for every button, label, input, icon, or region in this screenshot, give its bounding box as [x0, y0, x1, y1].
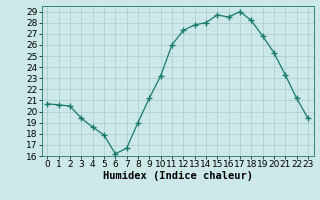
X-axis label: Humidex (Indice chaleur): Humidex (Indice chaleur) — [103, 171, 252, 181]
